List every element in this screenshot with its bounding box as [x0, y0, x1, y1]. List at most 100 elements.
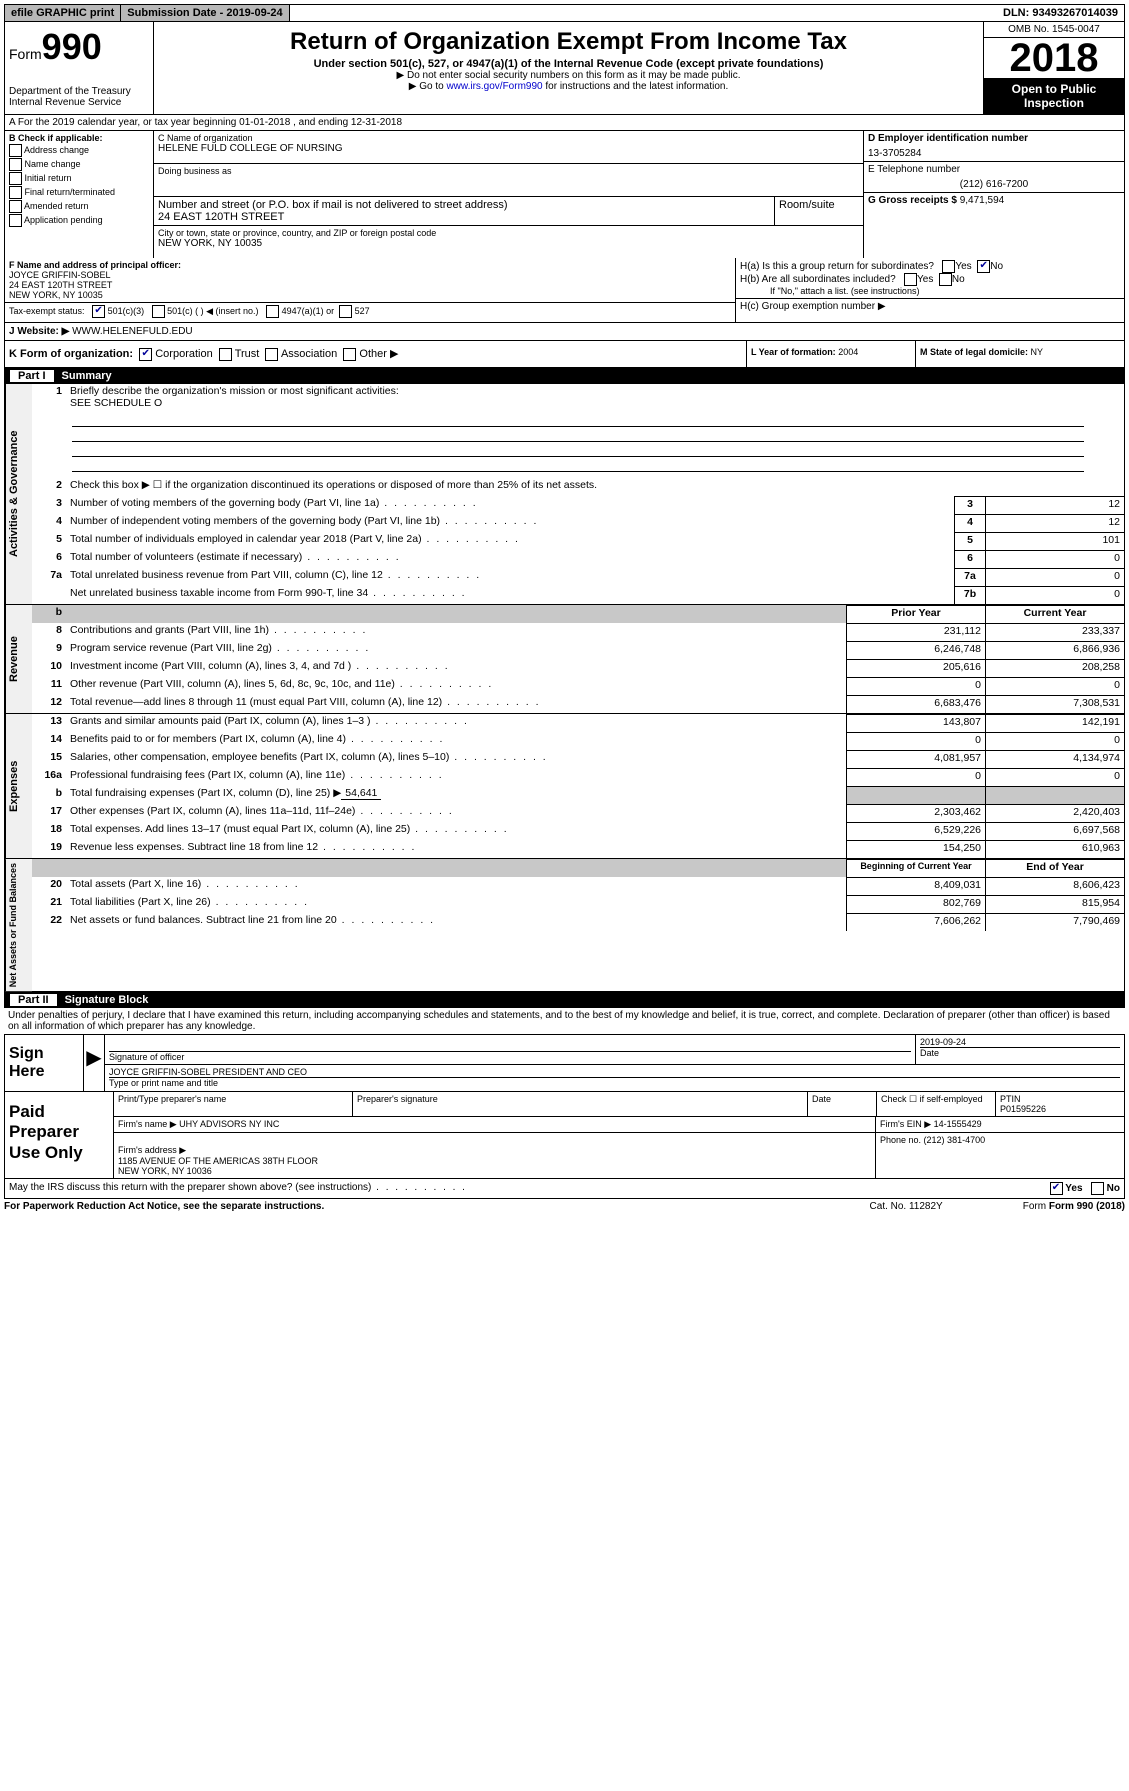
line-9: 9 Program service revenue (Part VIII, li… — [32, 641, 1124, 659]
chk-name[interactable]: Name change — [9, 158, 149, 171]
line-py: 802,769 — [846, 895, 985, 913]
gross-label: G Gross receipts $ — [868, 195, 960, 206]
line-13: 13 Grants and similar amounts paid (Part… — [32, 714, 1124, 732]
website-label: J Website: ▶ — [9, 326, 69, 337]
discuss-q: May the IRS discuss this return with the… — [9, 1182, 467, 1195]
discuss-yes[interactable] — [1050, 1182, 1063, 1195]
chk-527[interactable] — [339, 305, 352, 318]
line-num: 8 — [32, 623, 68, 641]
line-1: 1 Briefly describe the organization's mi… — [32, 384, 1124, 410]
sig-date-label: Date — [920, 1047, 1120, 1058]
chk-4947[interactable] — [266, 305, 279, 318]
chk-501c[interactable] — [152, 305, 165, 318]
subtitle-2: ▶ Do not enter social security numbers o… — [158, 70, 979, 81]
exp-b-text: Total fundraising expenses (Part IX, col… — [70, 787, 341, 799]
line-num: 4 — [32, 514, 68, 532]
ha-no-label: No — [990, 261, 1003, 272]
subtitle-3: ▶ Go to www.irs.gov/Form990 for instruct… — [158, 81, 979, 92]
line-2-num: 2 — [32, 478, 68, 496]
line-20: 20 Total assets (Part X, line 16) 8,409,… — [32, 877, 1124, 895]
typed-name: JOYCE GRIFFIN-SOBEL PRESIDENT AND CEO — [109, 1067, 1120, 1077]
chk-pending[interactable]: Application pending — [9, 214, 149, 227]
hc-row: H(c) Group exemption number ▶ — [736, 298, 1124, 314]
line-num: 6 — [32, 550, 68, 568]
irs-link[interactable]: www.irs.gov/Form990 — [446, 81, 542, 92]
line-box: 6 — [954, 550, 985, 568]
line-desc: Net assets or fund balances. Subtract li… — [68, 913, 846, 931]
hb-note: If "No," attach a list. (see instruction… — [740, 286, 1120, 296]
line-num: 21 — [32, 895, 68, 913]
line-desc: Number of voting members of the governin… — [68, 496, 954, 514]
line-2-desc: Check this box ▶ ☐ if the organization d… — [68, 478, 1124, 496]
chk-amended[interactable]: Amended return — [9, 200, 149, 213]
tel-row: E Telephone number (212) 616-7200 — [864, 162, 1124, 193]
line-py: 0 — [846, 732, 985, 750]
netassets-header: Beginning of Current Year End of Year — [32, 859, 1124, 877]
chk-trust[interactable] — [219, 348, 232, 361]
box-c: C Name of organization HELENE FULD COLLE… — [154, 131, 863, 258]
line-num: 10 — [32, 659, 68, 677]
row-klm: K Form of organization: Corporation Trus… — [4, 341, 1125, 368]
tab-activities: Activities & Governance — [5, 384, 32, 604]
line-desc: Program service revenue (Part VIII, line… — [68, 641, 846, 659]
ha-no[interactable] — [977, 260, 990, 273]
tel-value: (212) 616-7200 — [868, 179, 1120, 190]
line-py: 6,683,476 — [846, 695, 985, 713]
chk-initial[interactable]: Initial return — [9, 172, 149, 185]
hb-no-label: No — [952, 274, 965, 285]
hb-no[interactable] — [939, 273, 952, 286]
chk-assoc[interactable] — [265, 348, 278, 361]
tax-year: 2018 — [984, 38, 1124, 78]
goto-pre: ▶ Go to — [409, 81, 447, 92]
org-name: HELENE FULD COLLEGE OF NURSING — [158, 143, 859, 154]
line-1-num: 1 — [32, 384, 68, 410]
box-b-label: B Check if applicable: — [9, 133, 149, 143]
opt-other: Other ▶ — [359, 348, 398, 360]
line-desc: Other expenses (Part IX, column (A), lin… — [68, 804, 846, 822]
form-header: Form990 Department of the Treasury Inter… — [4, 22, 1125, 115]
sign-content: Signature of officer 2019-09-24 Date JOY… — [105, 1035, 1124, 1091]
website-value: WWW.HELENEFULD.EDU — [72, 326, 193, 337]
line-desc: Contributions and grants (Part VIII, lin… — [68, 623, 846, 641]
form-number: Form990 — [9, 26, 149, 68]
section-bcd: B Check if applicable: Address change Na… — [4, 131, 1125, 258]
open-public-badge: Open to Public Inspection — [984, 78, 1124, 114]
chk-final[interactable]: Final return/terminated — [9, 186, 149, 199]
summary-body: Activities & Governance 1 Briefly descri… — [4, 384, 1125, 992]
chk-address[interactable]: Address change — [9, 144, 149, 157]
mission-text: SEE SCHEDULE O — [70, 397, 162, 409]
preparer-name-hdr: Print/Type preparer's name — [114, 1092, 353, 1116]
addr-value: 24 EAST 120TH STREET — [158, 211, 770, 223]
hb-yes[interactable] — [904, 273, 917, 286]
efile-button[interactable]: efile GRAPHIC print — [5, 5, 121, 21]
paid-preparer-row: Paid Preparer Use Only Print/Type prepar… — [5, 1091, 1124, 1178]
discuss-no[interactable] — [1091, 1182, 1104, 1195]
opt-527: 527 — [355, 306, 370, 316]
line-6: 6 Total number of volunteers (estimate i… — [32, 550, 1124, 568]
hb-row: H(b) Are all subordinates included? Yes … — [740, 273, 1120, 286]
opt-assoc: Association — [281, 348, 337, 360]
room-label: Room/suite — [779, 199, 859, 211]
box-l-value: 2004 — [838, 347, 858, 357]
tab-netassets: Net Assets or Fund Balances — [5, 859, 32, 991]
line-cy: 233,337 — [985, 623, 1124, 641]
sec-revenue: Revenue b Prior Year Current Year 8 Cont… — [5, 605, 1124, 714]
chk-corp[interactable] — [139, 348, 152, 361]
ha-yes[interactable] — [942, 260, 955, 273]
ein-row: D Employer identification number 13-3705… — [864, 131, 1124, 162]
line-val: 12 — [985, 496, 1124, 514]
hdr-current: Current Year — [985, 605, 1124, 623]
chk-other[interactable] — [343, 348, 356, 361]
firm-phone: (212) 381-4700 — [924, 1135, 986, 1145]
firm-addr: 1185 AVENUE OF THE AMERICAS 38TH FLOOR N… — [118, 1156, 318, 1176]
line-num: 22 — [32, 913, 68, 931]
line-14: 14 Benefits paid to or for members (Part… — [32, 732, 1124, 750]
line-5: 5 Total number of individuals employed i… — [32, 532, 1124, 550]
line-py: 8,409,031 — [846, 877, 985, 895]
chk-501c3[interactable] — [92, 305, 105, 318]
line-desc: Total revenue—add lines 8 through 11 (mu… — [68, 695, 846, 713]
line-num: 17 — [32, 804, 68, 822]
ha-row: H(a) Is this a group return for subordin… — [740, 260, 1120, 273]
city-value: NEW YORK, NY 10035 — [158, 238, 859, 249]
line-3: 3 Number of voting members of the govern… — [32, 496, 1124, 514]
